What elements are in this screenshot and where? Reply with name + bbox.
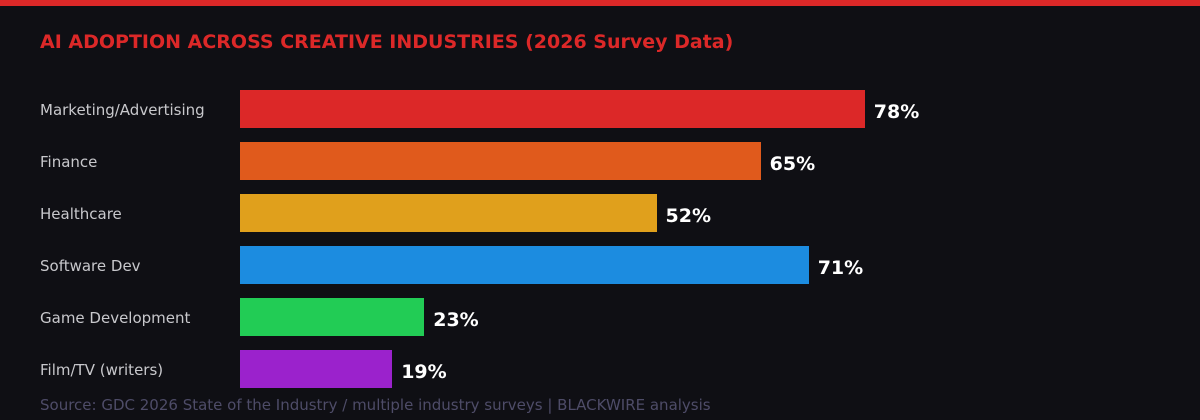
category-label: Marketing/Advertising: [40, 101, 205, 119]
category-label: Game Development: [40, 309, 191, 327]
value-label: 19%: [401, 361, 447, 383]
category-label: Film/TV (writers): [40, 361, 164, 379]
value-label: 65%: [769, 153, 816, 175]
value-label: 52%: [665, 205, 711, 227]
bar-finance: [240, 142, 761, 180]
category-label: Healthcare: [40, 205, 122, 223]
bar-healthcare: [240, 194, 657, 232]
bar-film-tv-writers: [240, 350, 393, 388]
source-note: Source: GDC 2026 State of the Industry /…: [40, 396, 711, 414]
value-label: 71%: [817, 257, 864, 279]
accent-top-bar: [0, 0, 1200, 6]
chart-title: AI ADOPTION ACROSS CREATIVE INDUSTRIES (…: [40, 31, 734, 53]
value-label: 23%: [433, 309, 479, 331]
value-label: 78%: [873, 101, 920, 123]
category-label: Finance: [40, 153, 98, 171]
bar-game-development: [240, 298, 425, 336]
bar-marketing-advertising: [240, 90, 865, 128]
category-label: Software Dev: [40, 257, 141, 275]
bar-software-dev: [240, 246, 809, 284]
